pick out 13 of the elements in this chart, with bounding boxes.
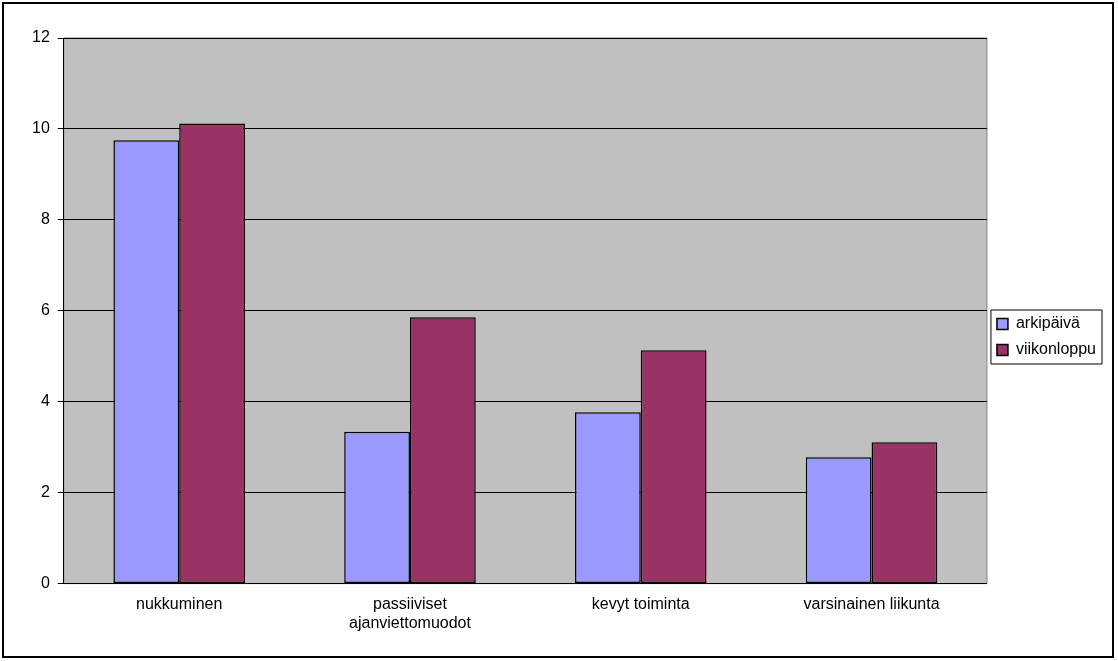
y-tick-label: 0 [40,574,50,592]
y-tick-label: 2 [40,483,50,501]
y-tick-label: 4 [40,392,50,410]
legend-label: arkipäivä [1015,314,1081,332]
x-tick-label: passiiviset ajanviettomuodot [349,594,472,631]
x-tick-label: kevyt toiminta [591,594,690,612]
legend-label: viikonloppu [1015,340,1097,358]
y-tick-label: 12 [32,28,50,46]
y-tick-label: 8 [40,210,50,228]
y-tick-label: 6 [40,301,50,319]
x-tick-label: varsinainen liikunta [803,594,940,612]
x-tick-label: nukkuminen [136,594,223,612]
y-tick-label: 10 [32,119,50,137]
